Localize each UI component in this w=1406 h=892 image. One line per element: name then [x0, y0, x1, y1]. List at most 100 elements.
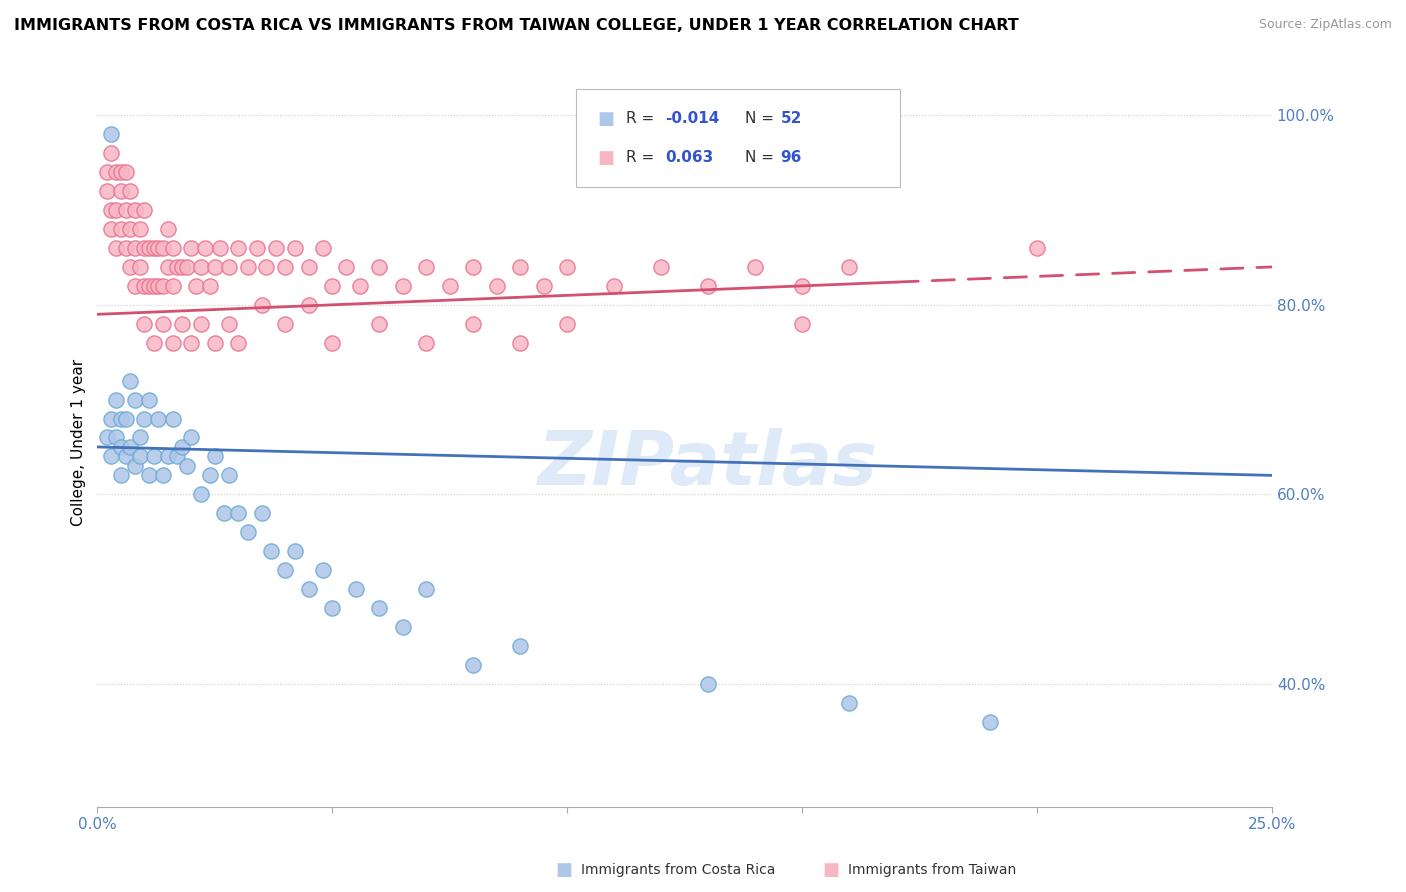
Point [128, 430, 150, 444]
Point [204, 260, 226, 274]
Text: 0.063: 0.063 [665, 151, 713, 165]
Point [1026, 241, 1049, 255]
Point [176, 260, 198, 274]
Point [190, 487, 212, 501]
Text: N =: N = [745, 112, 775, 126]
Point [152, 241, 174, 255]
Point [124, 392, 146, 407]
Point [170, 317, 193, 331]
Point [509, 335, 531, 350]
Point [114, 241, 136, 255]
Point [284, 241, 307, 255]
Point [148, 241, 170, 255]
Point [194, 241, 217, 255]
Point [298, 298, 321, 312]
Point [190, 260, 212, 274]
Point [134, 203, 156, 218]
Point [114, 203, 136, 218]
Point [128, 450, 150, 464]
Point [170, 440, 193, 454]
Text: ■: ■ [598, 110, 614, 128]
Point [415, 260, 437, 274]
Point [110, 440, 132, 454]
Point [166, 260, 188, 274]
Point [110, 411, 132, 425]
Point [838, 696, 860, 710]
Point [463, 317, 485, 331]
Point [162, 411, 184, 425]
Point [509, 639, 531, 653]
Point [312, 563, 335, 577]
Point [152, 317, 174, 331]
Point [198, 278, 221, 293]
Point [96, 184, 118, 198]
Point [138, 392, 160, 407]
Text: 52: 52 [780, 112, 801, 126]
Point [134, 317, 156, 331]
Point [120, 184, 142, 198]
Point [790, 317, 813, 331]
Point [134, 411, 156, 425]
Point [100, 450, 122, 464]
Point [218, 468, 240, 483]
Point [391, 278, 413, 293]
Text: -0.014: -0.014 [665, 112, 720, 126]
Point [697, 677, 720, 691]
Point [100, 203, 122, 218]
Point [110, 184, 132, 198]
Point [100, 128, 122, 142]
Point [156, 260, 179, 274]
Point [415, 335, 437, 350]
Point [485, 278, 508, 293]
Point [250, 506, 273, 520]
Point [218, 260, 240, 274]
Point [138, 241, 160, 255]
Point [105, 165, 128, 179]
Point [260, 544, 283, 558]
Point [148, 278, 170, 293]
Point [114, 165, 136, 179]
Point [509, 260, 531, 274]
Text: ■: ■ [598, 149, 614, 167]
Point [368, 260, 391, 274]
Point [838, 260, 860, 274]
Point [180, 335, 202, 350]
Point [208, 241, 231, 255]
Point [204, 450, 226, 464]
Point [533, 278, 555, 293]
Point [100, 146, 122, 161]
Point [321, 601, 343, 615]
Text: 96: 96 [780, 151, 801, 165]
Point [152, 278, 174, 293]
Point [298, 260, 321, 274]
Point [246, 241, 269, 255]
Point [603, 278, 626, 293]
Point [274, 563, 297, 577]
Point [391, 620, 413, 634]
Point [105, 241, 128, 255]
Point [138, 468, 160, 483]
Point [218, 317, 240, 331]
Text: N =: N = [745, 151, 775, 165]
Point [124, 203, 146, 218]
Point [142, 450, 165, 464]
Point [105, 430, 128, 444]
Point [198, 468, 221, 483]
Point [335, 260, 357, 274]
Point [124, 278, 146, 293]
Point [166, 450, 188, 464]
Point [120, 260, 142, 274]
Point [100, 411, 122, 425]
Text: ■: ■ [555, 861, 572, 879]
Point [790, 278, 813, 293]
Point [124, 458, 146, 473]
Point [100, 222, 122, 236]
Point [162, 335, 184, 350]
Text: ■: ■ [823, 861, 839, 879]
Point [96, 165, 118, 179]
Point [204, 335, 226, 350]
Point [120, 374, 142, 388]
Text: Source: ZipAtlas.com: Source: ZipAtlas.com [1258, 18, 1392, 31]
Point [264, 241, 287, 255]
Point [415, 582, 437, 596]
